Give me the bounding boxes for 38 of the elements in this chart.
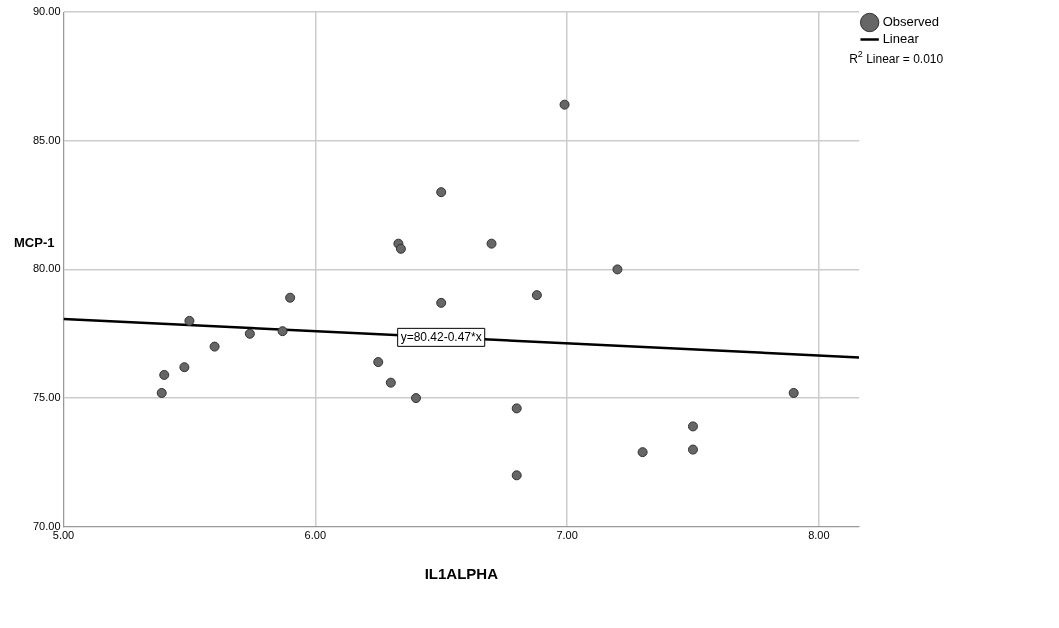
- legend-label: Linear: [882, 31, 920, 47]
- x-axis-title: IL1ALPHA: [424, 565, 499, 583]
- point: [687, 444, 698, 455]
- point: [373, 357, 384, 368]
- point: [687, 421, 698, 432]
- point: [788, 387, 799, 398]
- point: [486, 238, 497, 249]
- point: [156, 387, 167, 398]
- x-tick-label: 6.00: [304, 529, 327, 542]
- point: [159, 369, 170, 380]
- point: [637, 447, 648, 458]
- point: [531, 290, 542, 301]
- x-tick-label: 8.00: [808, 529, 830, 542]
- point: [436, 187, 447, 198]
- legend-label: Observed: [882, 14, 940, 30]
- point: [277, 326, 288, 337]
- point: [285, 292, 296, 303]
- point: [559, 99, 570, 110]
- point: [209, 341, 220, 352]
- point: [179, 362, 190, 373]
- y-tick-label: 90.00: [33, 5, 61, 18]
- point: [511, 403, 522, 414]
- point: [184, 315, 195, 326]
- annotation: y=80.42-0.47*x: [400, 329, 482, 344]
- y-tick-label: 85.00: [33, 133, 61, 146]
- y-tick-label: 70.00: [33, 519, 61, 532]
- x-tick-label: 7.00: [556, 529, 578, 542]
- point: [411, 393, 422, 404]
- y-tick-label: 80.00: [33, 262, 61, 275]
- point: [395, 243, 406, 254]
- point: [244, 328, 255, 339]
- point: [385, 377, 396, 388]
- x-tick-label: 5.00: [52, 529, 75, 542]
- y-axis-title: MCP-1: [14, 235, 55, 251]
- point: [612, 264, 623, 275]
- point: [511, 470, 522, 481]
- y-tick-label: 75.00: [33, 391, 61, 404]
- point: [436, 297, 447, 308]
